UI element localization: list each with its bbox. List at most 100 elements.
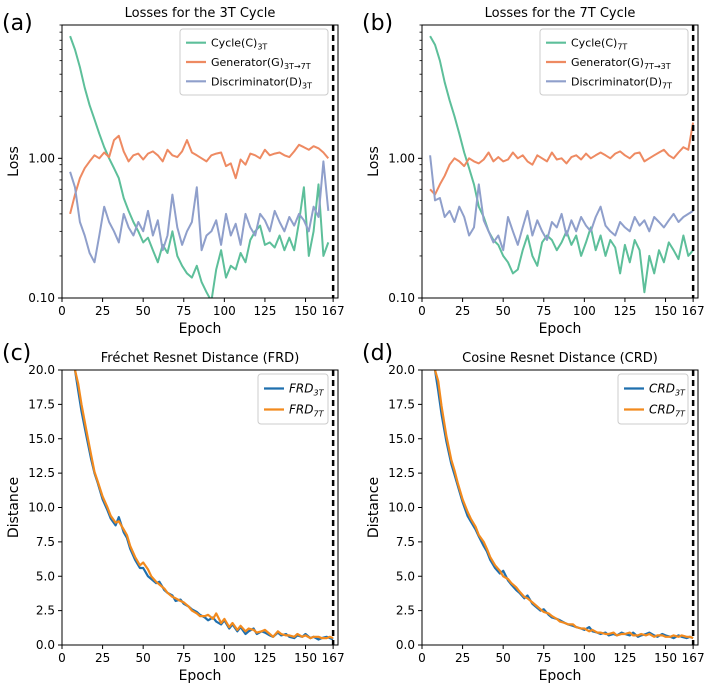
x-axis-label: Epoch (539, 321, 582, 337)
x-tick-label: 125 (253, 304, 276, 318)
panel-label: (a) (2, 11, 33, 36)
x-tick-label: 25 (455, 304, 470, 318)
y-tick-label: 17.5 (28, 397, 55, 411)
x-tick-label: 167 (322, 651, 345, 665)
y-axis-label: Distance (6, 477, 22, 538)
chart-title: Losses for the 7T Cycle (485, 6, 636, 21)
legend-label-base: Generator(G) (211, 56, 284, 69)
y-tick-label: 5.0 (36, 569, 55, 583)
chart-panel-4: 0 25 50 75 100 125 150 167 0.0 2.5 5.0 7.5 10.0 12.5 1… (362, 341, 705, 684)
panel-label: (b) (362, 11, 393, 36)
panel-label: (c) (2, 341, 31, 366)
legend-label: FRD7T (289, 403, 325, 419)
x-tick-label: 167 (682, 651, 705, 665)
legend: Cycle(C)7T Generator(G)7T→3T Discriminator… (539, 28, 689, 96)
y-tick-label: 7.5 (36, 535, 55, 549)
y-tick-label: 2.5 (396, 604, 415, 618)
legend-label-base: Cycle(C) (211, 37, 257, 50)
y-tick-label: 0.10 (388, 291, 415, 305)
plot-frame (421, 24, 699, 299)
y-tick-label: 10.0 (388, 501, 415, 515)
x-tick-label: 100 (573, 651, 596, 665)
x-tick-label: 150 (654, 651, 677, 665)
legend-box (179, 28, 329, 96)
x-tick-label: 75 (536, 651, 551, 665)
y-tick-label: 17.5 (388, 397, 415, 411)
y-tick-label: 20.0 (28, 363, 55, 377)
chart-title: Cosine Resnet Distance (CRD) (462, 351, 658, 366)
y-tick-label: 2.5 (36, 604, 55, 618)
legend-label-base: Discriminator(D) (571, 75, 662, 88)
legend-label-base: CRD (649, 382, 675, 396)
y-tick-label: 20.0 (388, 363, 415, 377)
panel-label: (d) (362, 341, 393, 366)
legend-label-sub: 3T (675, 389, 686, 398)
legend-label-sub: 7T (617, 43, 627, 52)
x-tick-label: 75 (176, 304, 191, 318)
x-axis-label: Epoch (539, 668, 582, 684)
legend-label-sub: 3T (257, 43, 267, 52)
series-line-orange (433, 370, 694, 640)
x-tick-label: 0 (418, 304, 426, 318)
x-tick-label: 25 (455, 651, 470, 665)
legend-label-base: FRD (289, 403, 313, 417)
legend-label-sub: 3T→7T (284, 62, 311, 71)
x-tick-label: 75 (536, 304, 551, 318)
legend-label: Discriminator(D)3T (211, 75, 312, 90)
series-group (69, 35, 330, 298)
x-tick-label: 125 (613, 651, 636, 665)
y-tick-label: 5.0 (396, 569, 415, 583)
x-tick-label: 75 (176, 651, 191, 665)
x-tick-label: 167 (322, 304, 345, 318)
legend-label: Discriminator(D)7T (571, 75, 672, 90)
x-tick-label: 167 (682, 304, 705, 318)
legend-label: Cycle(C)3T (211, 37, 267, 52)
legend-label-base: Discriminator(D) (211, 75, 302, 88)
x-tick-label: 25 (95, 651, 110, 665)
series-line-discriminator (429, 155, 694, 252)
legend-label-base: FRD (289, 382, 313, 396)
y-tick-label: 15.0 (28, 432, 55, 446)
x-tick-label: 125 (253, 651, 276, 665)
x-tick-label: 50 (496, 651, 511, 665)
series-line-orange (73, 370, 334, 640)
series-line-discriminator (69, 160, 330, 264)
y-tick-label: 0.0 (36, 638, 55, 652)
legend-label-base: Cycle(C) (571, 37, 617, 50)
legend-label-sub: 3T (313, 389, 324, 398)
legend-label: Generator(G)7T→3T (571, 56, 671, 71)
x-axis-label: Epoch (179, 321, 222, 337)
legend-label: Cycle(C)7T (571, 37, 627, 52)
x-tick-label: 25 (95, 304, 110, 318)
series-group (429, 35, 695, 294)
x-tick-label: 0 (58, 304, 66, 318)
legend-box (617, 373, 689, 425)
y-axis-label: Loss (366, 146, 382, 177)
legend-label: CRD3T (649, 382, 686, 398)
chart-panel-2: 0 25 50 75 100 125 150 167 0.10 1.00 Epoch Loss Loss… (362, 6, 705, 337)
legend-label-base: CRD (649, 403, 675, 417)
series-line-generator (429, 122, 695, 196)
legend-label-sub: 7T (313, 410, 324, 419)
y-tick-label: 10.0 (28, 501, 55, 515)
series-group (433, 370, 694, 640)
legend-box (257, 373, 329, 425)
series-line-cycle (69, 35, 330, 298)
legend-label-base: Generator(G) (571, 56, 644, 69)
x-tick-label: 50 (496, 304, 511, 318)
legend-label-sub: 3T (302, 81, 312, 90)
x-tick-label: 100 (573, 304, 596, 318)
x-tick-label: 125 (613, 304, 636, 318)
y-tick-label: 12.5 (388, 466, 415, 480)
x-tick-label: 150 (654, 304, 677, 318)
x-tick-label: 100 (213, 651, 236, 665)
x-tick-label: 50 (136, 304, 151, 318)
x-axis-label: Epoch (179, 668, 222, 684)
series-line-generator (69, 134, 330, 215)
y-tick-label: 0.0 (396, 638, 415, 652)
chart-title: Fréchet Resnet Distance (FRD) (101, 351, 300, 366)
y-tick-label: 12.5 (28, 466, 55, 480)
